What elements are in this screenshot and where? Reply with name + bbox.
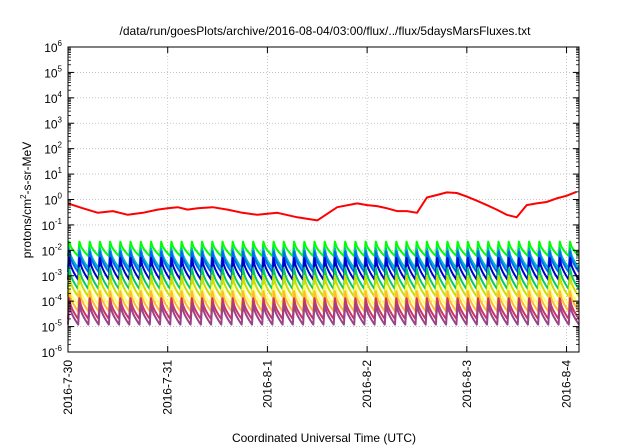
series-line-10 [67,302,580,326]
y-tick-base: 10 [42,270,56,284]
y-axis-title: protons/cm2-s-sr-MeV [19,142,34,258]
y-axis-title-superscript: 2 [19,194,28,199]
x-axis-title: Coordinated Universal Time (UTC) [232,431,416,445]
y-tick-exponent: 0 [58,192,63,201]
y-tick-exponent: -6 [55,344,63,353]
x-axis: 2016-7-30 2016-7-31 2016-8-1 2016-8-2 2016-8… [61,47,574,415]
y-tick-base: 10 [44,143,58,157]
y-tick-label: 102 [44,141,62,157]
y-tick-base: 10 [44,168,58,182]
y-tick-base: 10 [42,219,56,233]
y-tick-label: 104 [44,90,62,106]
y-axis-title-prefix: protons/cm [20,199,34,258]
series-group [67,190,580,326]
y-tick-base: 10 [42,321,56,335]
series-line-0 [67,190,577,222]
y-tick-label: 100 [44,192,62,208]
y-tick-base: 10 [44,194,58,208]
y-tick-base: 10 [44,66,58,80]
y-tick-base: 10 [42,244,56,258]
y-tick-label: 10-5 [42,319,63,335]
y-tick-label: 105 [44,64,62,80]
y-tick-exponent: 6 [58,39,63,48]
x-tick-label: 2016-7-30 [61,360,75,415]
x-tick-label: 2016-8-1 [260,360,274,408]
y-tick-exponent: 5 [58,64,63,73]
y-tick-exponent: -1 [55,217,63,226]
y-tick-label: 10-6 [42,344,63,360]
y-tick-label: 10-3 [42,268,63,284]
y-axis-title-suffix: -s-sr-MeV [20,142,34,195]
y-axis: 10-610-510-410-310-210-11001011021031041… [42,39,579,360]
y-tick-label: 10-1 [42,217,63,233]
y-tick-base: 10 [44,41,58,55]
y-tick-exponent: -2 [55,242,63,251]
x-tick-label: 2016-8-3 [460,360,474,408]
x-tick-label: 2016-7-31 [161,360,175,415]
x-tick-label: 2016-8-2 [360,360,374,408]
x-tick-label: 2016-8-4 [560,360,574,408]
y-tick-exponent: -3 [55,268,63,277]
y-tick-label: 103 [44,115,62,131]
y-tick-label: 10-4 [42,293,63,309]
y-tick-exponent: 3 [58,115,63,124]
y-tick-label: 10-2 [42,242,63,258]
y-tick-base: 10 [42,295,56,309]
y-tick-exponent: 2 [58,141,63,150]
y-tick-label: 101 [44,166,62,182]
y-tick-base: 10 [44,92,58,106]
y-tick-exponent: 4 [58,90,63,99]
y-tick-base: 10 [42,346,56,360]
y-tick-exponent: -5 [55,319,63,328]
y-tick-exponent: 1 [58,166,63,175]
y-tick-base: 10 [44,117,58,131]
y-tick-exponent: -4 [55,293,63,302]
y-tick-label: 106 [44,39,62,55]
chart-title: /data/run/goesPlots/archive/2016-08-04/0… [120,24,532,38]
